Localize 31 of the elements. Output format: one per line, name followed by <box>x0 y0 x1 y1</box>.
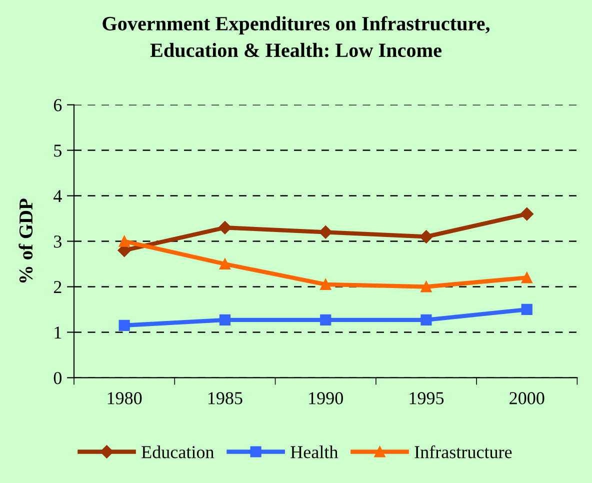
x-tick-label: 1995 <box>410 392 444 404</box>
point <box>219 314 231 326</box>
point <box>420 314 432 326</box>
point <box>420 230 433 244</box>
point <box>320 278 332 290</box>
x-tick-label: 1985 <box>208 392 242 404</box>
point <box>118 236 130 247</box>
point <box>521 304 532 316</box>
point <box>420 281 432 292</box>
point <box>319 226 332 239</box>
legend-label: Health <box>290 446 338 458</box>
point <box>218 221 232 234</box>
y-tick-label: 2 <box>54 281 62 294</box>
y-tick-label: 5 <box>54 144 62 157</box>
point <box>320 314 332 326</box>
y-tick-label: 1 <box>54 326 62 338</box>
y-tick-label: 0 <box>54 372 62 384</box>
y-tick-label: 6 <box>54 99 62 112</box>
y-tick-label: 3 <box>54 236 62 248</box>
chart-title: Government Expenditures on Infrastructure, Education & Health: Low Income <box>102 16 490 58</box>
x-tick-label: 2000 <box>510 392 544 404</box>
x-tick-label: 1990 <box>309 392 343 404</box>
point <box>521 272 532 284</box>
x-tick-label: 1980 <box>108 392 142 404</box>
point <box>219 258 231 270</box>
point <box>520 207 534 221</box>
y-axis-title: % of GDP <box>18 198 33 282</box>
y-tick-label: 4 <box>54 190 62 202</box>
legend-label: Education <box>142 446 214 458</box>
legend-label: Infrastructure <box>414 445 512 458</box>
point <box>118 320 130 331</box>
